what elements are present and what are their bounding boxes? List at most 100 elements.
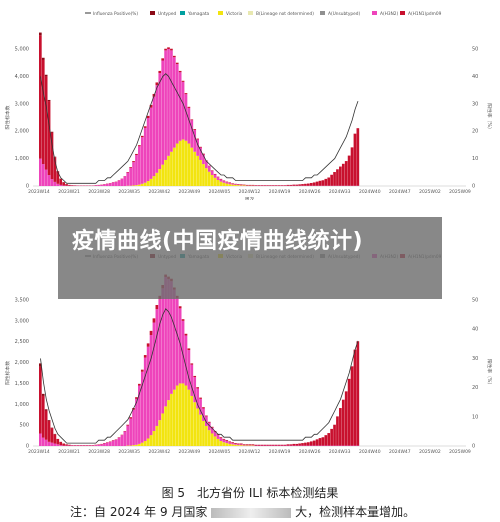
bar-h1n1 [245,184,249,186]
bar-h1n1 [277,185,281,186]
bar-h3n2 [155,309,159,426]
bar-h1n1 [202,407,205,409]
bar-h1n1 [65,444,68,446]
bar-h1n1 [272,185,275,186]
bar-h1n1 [170,48,173,51]
bar-h1n1 [138,145,141,147]
bar-victoria [199,159,202,186]
bar-h1n1 [205,415,208,417]
bar-victoria [205,168,208,186]
y2-tick-label: 10 [472,156,478,162]
y-tick-label: 1,000 [15,402,29,408]
bar-h3n2 [170,281,173,394]
bar-h1n1 [248,184,252,186]
bar-h1n1 [266,444,269,446]
bar-h3n2 [184,94,188,141]
x-tick-label: 2023W21 [58,449,80,453]
bar-h3n2 [190,364,194,396]
bar-victoria [146,438,150,446]
bar-h1n1 [321,180,325,186]
y2-tick-label: 20 [472,385,478,391]
bar-h1n1 [231,442,234,444]
bar-h3n2 [175,297,179,386]
legend-swatch [372,11,377,15]
bar-h1n1 [301,443,304,446]
y-tick-label: 1,000 [15,156,29,162]
bar-h3n2 [158,73,162,170]
bar-h3n2 [117,180,121,186]
bar-h1n1 [39,35,42,159]
banner-title: 疫情曲线(中国疫情曲线统计) [72,229,364,254]
bar-h1n1 [312,440,316,446]
bar-h3n2 [187,350,191,390]
bar-h1n1 [339,166,342,186]
bar-h1n1 [324,178,328,186]
bar-h1n1 [280,185,284,186]
x-tick-label: 2024W12 [239,449,261,453]
bar-h3n2 [228,182,232,185]
bar-victoria [242,185,246,186]
bar-h3n2 [161,288,165,414]
bar-h3n2 [237,184,240,186]
bar-h3n2 [47,441,51,446]
bar-h3n2 [126,172,130,186]
bar-h3n2 [120,435,124,446]
bar-h1n1 [304,183,307,186]
bar-h1n1 [126,172,130,173]
bar-h1n1 [65,184,68,186]
bar-h3n2 [47,175,51,186]
bar-victoria [239,185,243,186]
bar-h3n2 [181,320,185,384]
y-tick-label: 0 [26,444,29,450]
legend-label: A(H1N1)pdm09 [408,11,442,17]
bar-h1n1 [71,185,74,186]
bar-h1n1 [330,428,333,446]
bar-h3n2 [199,398,202,415]
bar-victoria [149,435,153,446]
bar-h3n2 [94,445,98,446]
bar-h1n1 [237,443,240,445]
bar-h3n2 [94,185,98,186]
bar-victoria [237,445,240,446]
bar-h1n1 [210,426,214,428]
bar-h1n1 [237,184,240,185]
legend-swatch [180,11,185,15]
bar-victoria [219,440,223,446]
bar-h1n1 [274,185,278,186]
y2-tick-label: 20 [472,129,478,135]
bar-h1n1 [292,184,296,186]
x-tick-label: 2023W49 [179,189,201,195]
bar-h1n1 [47,101,51,176]
bar-h1n1 [324,435,328,446]
bar-h1n1 [298,184,301,186]
y-tick-label: 0 [26,184,29,190]
legend-label: A(Unsubtyped) [328,11,360,17]
bar-h3n2 [225,440,229,444]
bar-victoria [152,176,156,186]
bar-victoria [170,151,173,186]
bar-untyped [53,156,57,158]
bar-victoria [155,172,159,186]
bar-h3n2 [146,346,150,439]
bar-untyped [50,131,54,133]
bar-h1n1 [333,424,336,446]
x-tick-label: 2025W09 [449,449,471,453]
bar-h3n2 [132,162,135,186]
bar-victoria [175,385,179,446]
bar-h3n2 [152,322,156,431]
bar-h3n2 [222,439,226,443]
bar-h1n1 [280,444,284,446]
bar-h3n2 [105,442,109,446]
positive-rate-line [40,308,359,444]
bar-victoria [225,183,229,186]
bar-h3n2 [120,178,124,186]
bar-h1n1 [222,438,226,440]
bar-h1n1 [344,391,348,446]
bar-h3n2 [138,146,141,185]
bar-h3n2 [123,431,127,446]
bar-h1n1 [178,70,182,73]
bar-victoria [222,442,226,446]
bar-h1n1 [68,444,71,446]
legend-swatch [400,11,405,15]
bar-victoria [199,414,202,446]
